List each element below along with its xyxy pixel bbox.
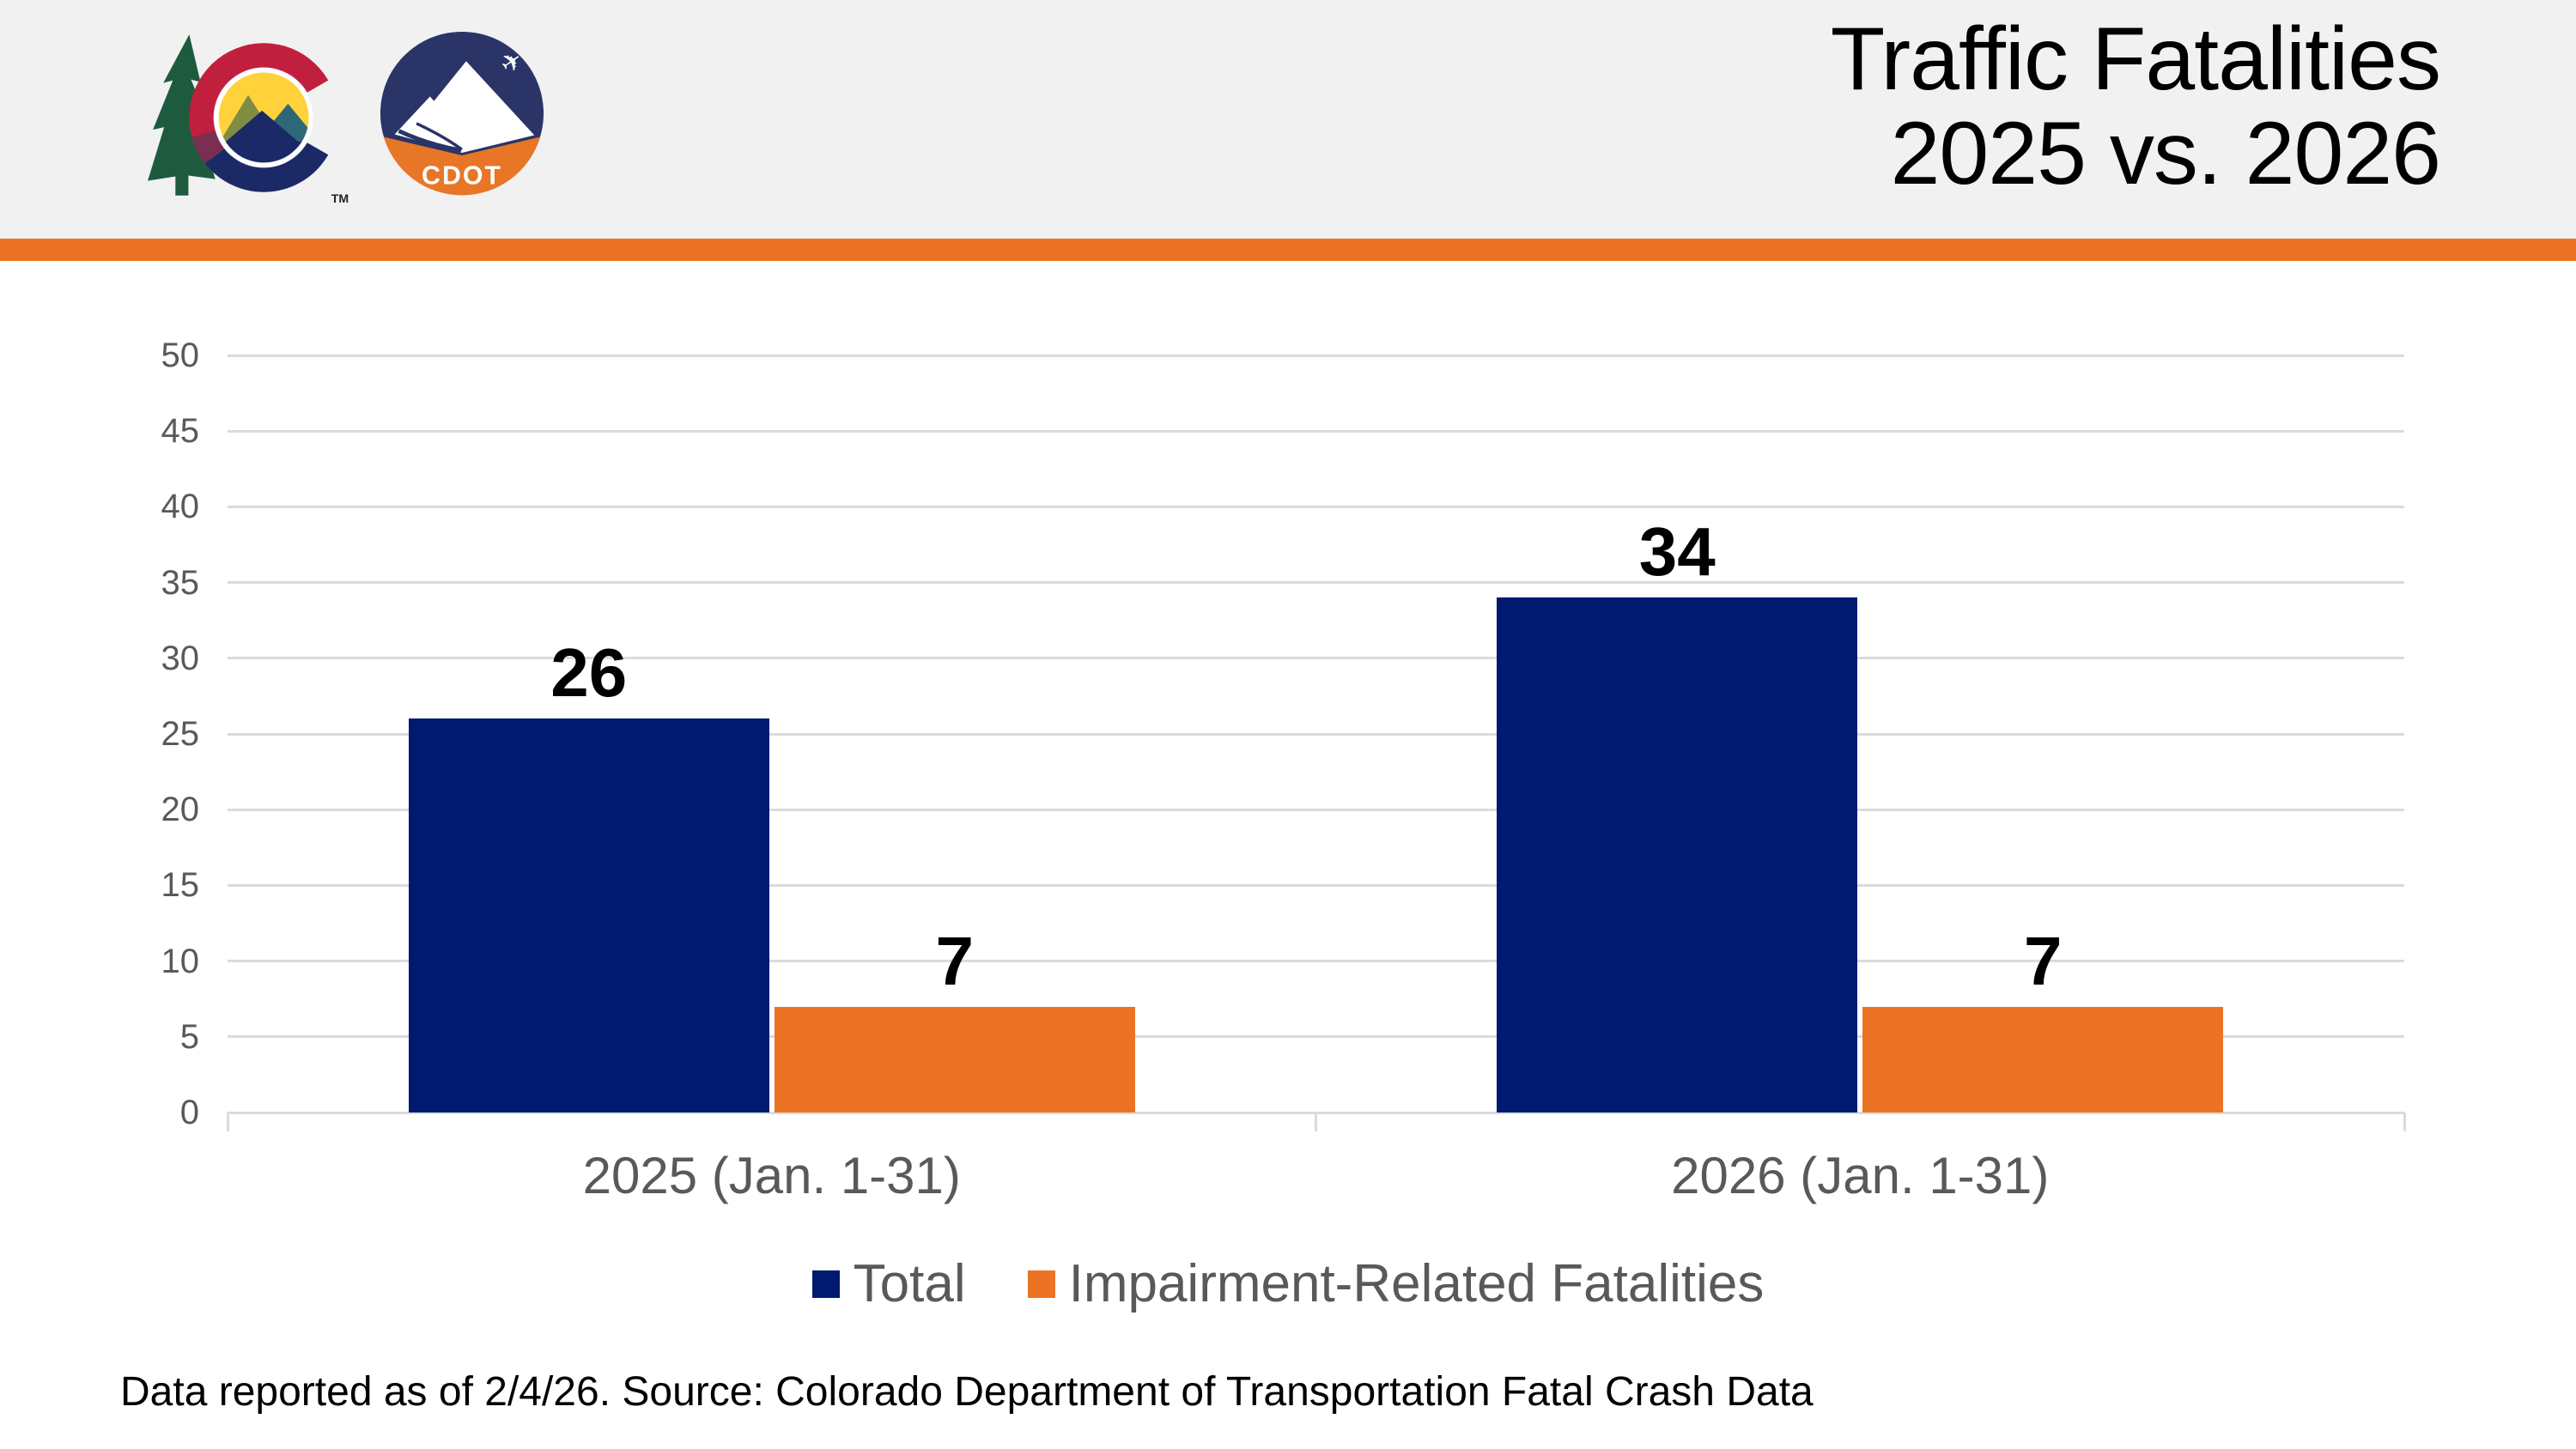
axis-tick xyxy=(2403,1113,2406,1131)
y-axis-tick-label: 35 xyxy=(161,563,200,602)
y-axis-tick-label: 20 xyxy=(161,791,200,829)
gridline xyxy=(228,960,2404,963)
axis-tick xyxy=(1315,1113,1317,1131)
y-axis-tick-label: 0 xyxy=(179,1094,199,1131)
cdot-logo-icon: ✈ CDOT xyxy=(380,31,544,196)
accent-divider xyxy=(0,239,2576,261)
gridline xyxy=(228,808,2404,811)
header: TM ✈ CDOT Traffic Fatalities 2025 vs. 20… xyxy=(0,0,2576,239)
gridline xyxy=(228,657,2404,660)
legend-swatch-impairment-icon xyxy=(1027,1270,1055,1298)
bar-impairment-related-fatalities-2025 xyxy=(774,1006,1135,1113)
gridline xyxy=(228,883,2404,887)
gridline xyxy=(228,581,2404,585)
y-axis-tick-label: 45 xyxy=(161,412,200,451)
legend-item-total: Total xyxy=(811,1253,966,1314)
x-axis-category-label: 2026 (Jan. 1-31) xyxy=(1671,1147,2050,1204)
legend-label-impairment: Impairment-Related Fatalities xyxy=(1068,1254,1765,1313)
legend-swatch-total-icon xyxy=(811,1270,840,1298)
source-note: Data reported as of 2/4/26. Source: Colo… xyxy=(120,1369,1814,1415)
y-axis-tick-label: 10 xyxy=(161,942,200,980)
bar-value-label: 34 xyxy=(1638,513,1716,591)
page-title-line1: Traffic Fatalities xyxy=(1830,9,2441,109)
gridline xyxy=(228,429,2404,433)
bar-value-label: 26 xyxy=(550,634,628,712)
y-axis-tick-label: 30 xyxy=(161,639,200,677)
bar-total-2026 xyxy=(1497,597,1858,1113)
gridline xyxy=(228,1035,2404,1039)
y-axis-tick-label: 40 xyxy=(161,488,200,526)
colorado-logo-tm-mark: TM xyxy=(331,191,349,205)
cdot-logo-text: CDOT xyxy=(422,161,502,190)
y-axis-tick-label: 50 xyxy=(161,336,200,374)
logo-group: TM ✈ CDOT xyxy=(144,29,546,211)
bar-impairment-related-fatalities-2026 xyxy=(1862,1006,2224,1113)
gridline xyxy=(228,732,2404,736)
bar-value-label: 7 xyxy=(2024,922,2063,999)
chart-legend: Total Impairment-Related Fatalities xyxy=(0,1253,2576,1314)
bar-total-2025 xyxy=(408,718,769,1113)
y-axis-tick-label: 25 xyxy=(161,715,200,753)
y-axis-tick-label: 15 xyxy=(161,866,200,905)
y-axis-tick-label: 5 xyxy=(179,1017,199,1056)
colorado-logo-icon: TM xyxy=(148,34,349,205)
bar-value-label: 7 xyxy=(935,922,975,999)
axis-tick xyxy=(226,1113,229,1131)
x-axis-category-label: 2025 (Jan. 1-31) xyxy=(582,1147,961,1204)
legend-label-total: Total xyxy=(853,1254,966,1313)
page-title: Traffic Fatalities 2025 vs. 2026 xyxy=(1830,9,2441,204)
gridline xyxy=(228,505,2404,508)
gridline xyxy=(228,354,2404,357)
legend-item-impairment: Impairment-Related Fatalities xyxy=(1027,1253,1765,1314)
page-title-line2: 2025 vs. 2026 xyxy=(1890,104,2441,204)
